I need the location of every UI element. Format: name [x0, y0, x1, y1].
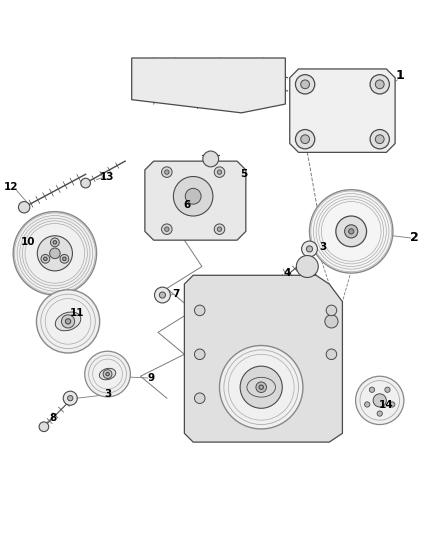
Circle shape — [325, 349, 336, 360]
Circle shape — [344, 225, 357, 238]
Text: 3: 3 — [104, 389, 111, 399]
Circle shape — [219, 345, 302, 429]
Circle shape — [389, 402, 394, 407]
Text: 4: 4 — [283, 268, 290, 278]
Circle shape — [63, 391, 77, 405]
Circle shape — [374, 135, 383, 143]
Circle shape — [217, 170, 221, 174]
Circle shape — [49, 248, 60, 259]
Circle shape — [300, 80, 309, 88]
Circle shape — [63, 257, 66, 261]
Circle shape — [372, 394, 385, 407]
Circle shape — [306, 246, 312, 252]
Circle shape — [217, 227, 221, 231]
Circle shape — [255, 382, 266, 392]
Circle shape — [13, 212, 96, 295]
Circle shape — [214, 167, 224, 177]
Circle shape — [67, 395, 73, 401]
Circle shape — [214, 224, 224, 235]
Circle shape — [194, 393, 205, 403]
Circle shape — [300, 135, 309, 143]
Circle shape — [53, 240, 57, 244]
Circle shape — [268, 281, 279, 292]
Circle shape — [240, 366, 282, 408]
Circle shape — [376, 411, 381, 416]
Circle shape — [374, 80, 383, 88]
Polygon shape — [289, 69, 394, 152]
Circle shape — [325, 305, 336, 316]
Polygon shape — [184, 275, 342, 442]
Circle shape — [65, 319, 71, 324]
Circle shape — [164, 227, 169, 231]
Text: 5: 5 — [240, 169, 247, 179]
Circle shape — [50, 238, 59, 247]
Text: 1: 1 — [394, 69, 403, 82]
Circle shape — [164, 69, 169, 74]
Circle shape — [85, 351, 130, 397]
Circle shape — [161, 167, 172, 177]
Text: 8: 8 — [49, 413, 56, 423]
Circle shape — [161, 224, 172, 235]
Text: 2: 2 — [410, 231, 418, 245]
Circle shape — [348, 229, 353, 234]
Polygon shape — [300, 266, 315, 275]
Circle shape — [41, 254, 49, 263]
Circle shape — [185, 188, 201, 204]
Circle shape — [18, 201, 30, 213]
Text: 11: 11 — [69, 308, 84, 318]
Circle shape — [160, 65, 173, 77]
Ellipse shape — [99, 368, 116, 380]
Text: 7: 7 — [172, 289, 179, 299]
Circle shape — [81, 178, 90, 188]
Text: 10: 10 — [21, 237, 36, 247]
Circle shape — [194, 349, 205, 360]
Circle shape — [369, 130, 389, 149]
Circle shape — [36, 290, 99, 353]
Circle shape — [368, 387, 374, 392]
Circle shape — [185, 68, 201, 84]
Circle shape — [39, 422, 49, 432]
Circle shape — [296, 255, 318, 278]
Polygon shape — [145, 161, 245, 240]
Circle shape — [369, 75, 389, 94]
Circle shape — [194, 305, 205, 316]
Circle shape — [173, 176, 212, 216]
Circle shape — [355, 376, 403, 425]
Circle shape — [60, 254, 69, 263]
Circle shape — [301, 241, 317, 257]
Circle shape — [154, 287, 170, 303]
Text: 9: 9 — [148, 374, 155, 383]
Circle shape — [103, 370, 112, 378]
Polygon shape — [131, 58, 285, 113]
Ellipse shape — [55, 312, 81, 331]
Text: 3: 3 — [318, 242, 325, 252]
Text: 6: 6 — [183, 200, 190, 210]
Circle shape — [43, 257, 47, 261]
Circle shape — [159, 292, 165, 298]
Circle shape — [106, 372, 109, 376]
Circle shape — [324, 315, 337, 328]
Circle shape — [202, 151, 218, 167]
Circle shape — [309, 190, 392, 273]
Circle shape — [61, 315, 74, 328]
Circle shape — [190, 72, 196, 78]
Circle shape — [164, 170, 169, 174]
Text: 14: 14 — [378, 400, 393, 410]
Circle shape — [295, 130, 314, 149]
Circle shape — [37, 236, 72, 271]
Text: 12: 12 — [4, 182, 18, 192]
Circle shape — [384, 387, 389, 392]
Circle shape — [364, 402, 369, 407]
Text: 13: 13 — [100, 172, 115, 182]
Circle shape — [295, 75, 314, 94]
Circle shape — [335, 216, 366, 247]
Circle shape — [258, 385, 263, 390]
